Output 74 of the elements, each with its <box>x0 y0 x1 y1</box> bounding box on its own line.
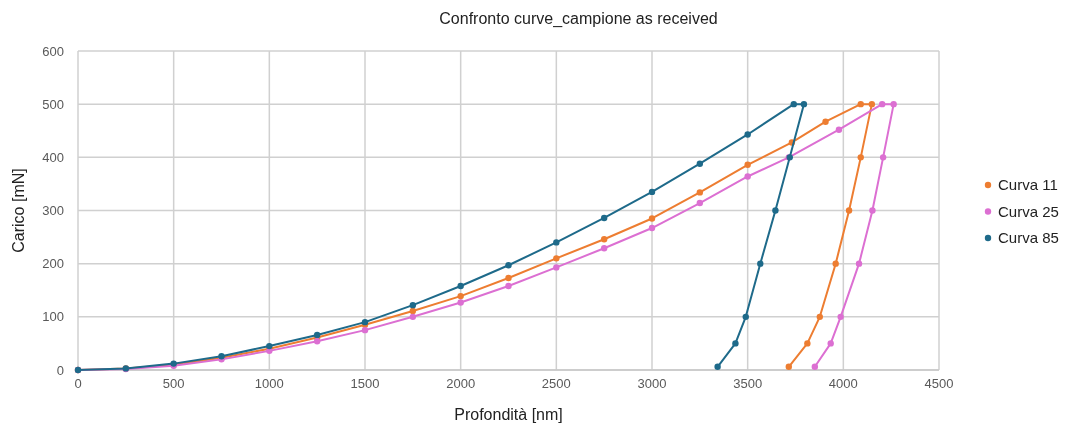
chart-title: Confronto curve_campione as received <box>439 10 718 28</box>
point <box>600 236 608 243</box>
point <box>409 307 417 315</box>
point <box>505 282 512 290</box>
point <box>600 214 608 222</box>
point <box>845 207 853 214</box>
point <box>409 313 417 321</box>
x-tick-label: 0 <box>74 376 82 391</box>
legend-label: Curva 85 <box>998 229 1059 246</box>
point <box>648 188 656 196</box>
point <box>827 340 834 347</box>
point <box>696 189 704 196</box>
point <box>696 160 704 167</box>
x-tick-label: 500 <box>162 376 185 391</box>
y-tick-label: 300 <box>42 203 64 218</box>
legend-label: Curva 11 <box>998 176 1058 193</box>
point <box>878 100 886 108</box>
point <box>757 260 764 267</box>
point <box>714 363 721 371</box>
point <box>879 154 887 161</box>
point <box>855 260 863 267</box>
point <box>816 313 823 321</box>
y-tick-label: 400 <box>42 149 64 165</box>
point <box>457 292 464 300</box>
point <box>732 340 739 347</box>
point <box>744 173 751 180</box>
point <box>313 338 321 345</box>
legend-label: Curva 25 <box>998 202 1059 220</box>
x-tick-label: 1000 <box>254 376 284 391</box>
point <box>890 100 897 108</box>
point <box>744 131 751 138</box>
point <box>772 207 779 214</box>
y-tick-label: 500 <box>42 96 64 112</box>
point <box>790 100 797 108</box>
y-axis-title: Carico [mN] <box>10 168 27 253</box>
point <box>857 100 864 108</box>
point <box>696 199 704 207</box>
point <box>822 118 829 125</box>
point <box>505 262 512 269</box>
point <box>457 282 464 290</box>
point <box>832 260 839 267</box>
point <box>857 154 864 161</box>
point <box>505 274 512 282</box>
point <box>868 100 876 108</box>
point <box>648 224 656 232</box>
point <box>869 207 876 214</box>
y-tick-label: 100 <box>42 309 64 325</box>
point <box>800 100 808 108</box>
x-tick-label: 3000 <box>637 376 667 391</box>
point <box>648 215 656 222</box>
point <box>361 326 369 334</box>
point <box>742 313 749 321</box>
point <box>837 313 844 321</box>
point <box>409 301 417 309</box>
x-tick-label: 4500 <box>924 376 954 391</box>
point <box>785 363 792 371</box>
y-tick-label: 0 <box>56 362 64 378</box>
point <box>744 161 751 168</box>
point <box>553 264 560 271</box>
x-tick-label: 2000 <box>446 376 476 391</box>
x-tick-label: 2500 <box>541 376 571 391</box>
point <box>804 340 811 347</box>
x-tick-label: 1500 <box>350 376 380 391</box>
point <box>457 299 464 306</box>
point <box>600 245 608 252</box>
x-axis-title: Profondità [nm] <box>454 406 563 423</box>
x-tick-label: 4000 <box>828 376 858 391</box>
x-tick-label: 3500 <box>733 376 763 391</box>
point <box>811 363 819 371</box>
point <box>835 126 843 133</box>
y-tick-label: 600 <box>42 43 64 59</box>
y-tick-label: 200 <box>42 256 64 272</box>
point <box>553 255 560 262</box>
point <box>553 239 560 246</box>
